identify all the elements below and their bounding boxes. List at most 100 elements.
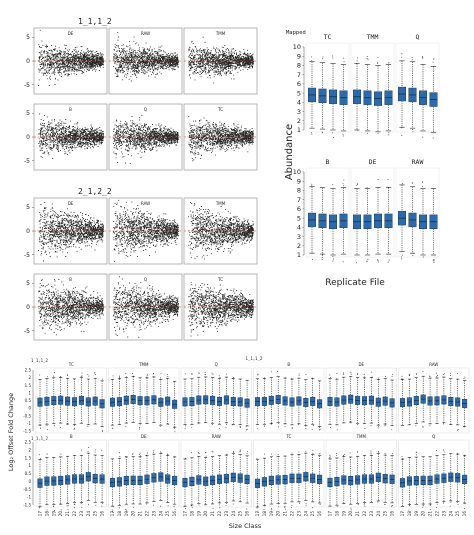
box-outlier	[422, 425, 424, 427]
foldchange-xtick-label: 17	[328, 511, 333, 517]
box-outlier	[366, 58, 368, 60]
box-outlier	[246, 508, 248, 510]
box-outlier	[377, 132, 379, 134]
ma-ytick-label: -5	[24, 328, 30, 335]
box-outlier	[430, 504, 432, 506]
box-outlier	[415, 425, 417, 427]
ma-panel-tmm: TMM	[183, 27, 258, 95]
box-outlier	[39, 425, 41, 426]
box-outlier	[46, 453, 48, 455]
foldchange-xtick-label: 20	[276, 511, 281, 517]
foldchange-xtick-label: 24	[231, 511, 236, 517]
foldchange-xtick-label: 25	[455, 511, 460, 517]
abundance-ytick-label: 3	[297, 233, 301, 241]
box-outlier	[246, 428, 248, 430]
box-outlier	[329, 457, 331, 459]
box-outlier	[436, 507, 438, 509]
box-outlier	[433, 58, 435, 60]
foldchange-panel-label: B	[287, 362, 290, 367]
box-outlier	[271, 508, 273, 510]
box-outlier	[111, 511, 113, 513]
foldchange-xtick-label: 19	[196, 511, 201, 517]
ma-panel-b: B 5 0 -5	[24, 103, 108, 171]
foldchange-xtick-label: 25	[310, 511, 315, 517]
box-outlier	[370, 453, 372, 455]
box-outlier	[184, 427, 186, 429]
abundance-panel-frame	[350, 42, 395, 133]
foldchange-xtick-label: 24	[376, 511, 381, 517]
box-outlier	[357, 373, 358, 375]
box-outlier	[270, 509, 272, 511]
ma-ytick-label: -5	[24, 158, 30, 165]
box-outlier	[311, 185, 313, 187]
box-outlier	[53, 375, 55, 377]
foldchange-panel-frame	[35, 439, 107, 508]
ma-points	[38, 113, 104, 159]
box-outlier	[343, 453, 345, 455]
box-outlier	[219, 502, 221, 504]
box-outlier	[139, 424, 141, 426]
box-outlier	[87, 504, 89, 506]
foldchange-ytick-label: 0	[28, 406, 31, 411]
box-outlier	[355, 262, 357, 264]
box-outlier	[391, 453, 393, 455]
box-outlier	[319, 504, 321, 505]
foldchange-panel-label: TMM	[356, 434, 367, 439]
box-outlier	[388, 62, 390, 64]
box-outlier	[336, 452, 337, 454]
foldchange-ytick-label: 2.5	[25, 440, 32, 445]
box-outlier	[53, 509, 55, 511]
box-outlier	[60, 509, 62, 511]
box-outlier	[343, 455, 344, 457]
box-outlier	[285, 508, 286, 510]
box-outlier	[342, 372, 344, 374]
box-outlier	[132, 454, 134, 456]
box-outlier	[319, 452, 321, 454]
box-outlier	[384, 504, 386, 506]
foldchange-xtick-label: 20	[203, 511, 208, 517]
box-outlier	[59, 503, 61, 505]
box-outlier	[336, 455, 338, 457]
box-outlier	[342, 57, 344, 59]
box-outlier	[436, 372, 437, 374]
abundance-ytick-label: 5	[297, 89, 301, 97]
box-outlier	[139, 454, 141, 456]
box-outlier	[153, 372, 155, 374]
ma-panel-raw: RAW	[108, 197, 183, 265]
box-outlier	[112, 509, 114, 511]
box-outlier	[422, 256, 424, 258]
box-outlier	[160, 373, 162, 375]
foldchange-xtick-label: 25	[238, 511, 243, 517]
box-outlier	[363, 504, 365, 506]
box-outlier	[118, 375, 120, 377]
foldchange-xtick-label: 22	[362, 511, 367, 517]
box-outlier	[174, 456, 176, 458]
abundance-ytick-label: 4	[297, 224, 301, 232]
box-outlier	[401, 455, 403, 457]
box-outlier	[436, 503, 438, 505]
foldchange-panel-b: B 17 18 19 20 21 22 23 24 25 16	[35, 434, 107, 516]
ma-points	[38, 29, 104, 86]
ma-panel-label: RAW	[141, 201, 150, 206]
box-outlier	[377, 427, 379, 429]
foldchange-panel-frame	[253, 439, 325, 508]
box-outlier	[190, 452, 192, 454]
box-outlier	[73, 428, 75, 429]
foldchange-panel-label: TMM	[138, 362, 149, 367]
box-outlier	[299, 502, 300, 504]
box-outlier	[126, 509, 128, 511]
box-outlier	[67, 505, 69, 507]
box-outlier	[387, 186, 389, 188]
box-outlier	[174, 427, 176, 429]
box-outlier	[40, 427, 41, 429]
abundance-ytick-label: 10	[293, 43, 301, 51]
foldchange-panel-tmm: TMM 17 18 19 20 21 22 23 24 25 16	[325, 434, 397, 517]
box-outlier	[291, 427, 293, 429]
box-outlier	[332, 132, 333, 134]
ma-ytick-label: -5	[24, 252, 30, 259]
box-outlier	[40, 458, 41, 460]
box-outlier	[456, 502, 458, 503]
box-outlier	[364, 505, 366, 507]
ma-panel-q: Q	[108, 273, 183, 341]
foldchange-xtick-label: 24	[448, 511, 453, 517]
